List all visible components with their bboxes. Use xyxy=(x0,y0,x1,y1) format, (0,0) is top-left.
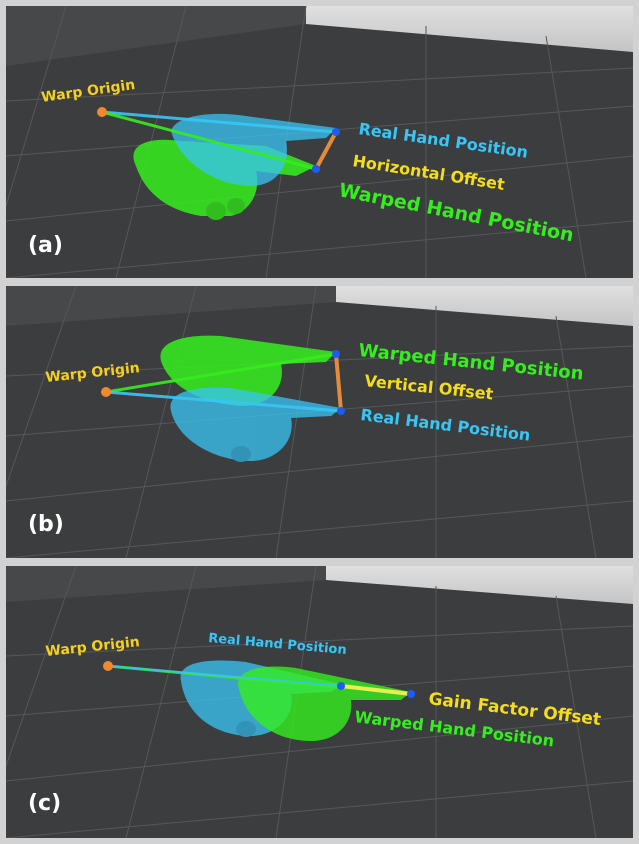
real-hand-marker-icon xyxy=(332,128,340,136)
warp-origin-marker-icon xyxy=(97,107,107,117)
warped-hand-marker-icon xyxy=(332,350,340,358)
panel-c-scene: Warp Origin Real Hand Position Gain Fact… xyxy=(6,566,633,838)
vertical-offset-line xyxy=(334,353,343,412)
panel-a-scene: Warp Origin Real Hand Position Horizonta… xyxy=(6,6,633,278)
panel-a: Warp Origin Real Hand Position Horizonta… xyxy=(6,6,633,278)
real-hand-marker-icon xyxy=(337,682,345,690)
real-hand xyxy=(170,387,341,462)
real-hand-ray xyxy=(101,110,337,134)
warped-hand-marker-icon xyxy=(312,165,320,173)
warp-origin-marker-icon xyxy=(103,661,113,671)
real-hand-ray xyxy=(105,390,342,413)
real-hand xyxy=(171,113,336,186)
real-hand-ray xyxy=(107,665,342,687)
panel-c: Warp Origin Real Hand Position Gain Fact… xyxy=(6,566,633,838)
panel-b: Warp Origin Warped Hand Position Vertica… xyxy=(6,286,633,558)
warped-hand xyxy=(238,666,411,741)
warped-hand-marker-icon xyxy=(407,690,415,698)
warp-origin-marker-icon xyxy=(101,387,111,397)
gain-factor-offset-line xyxy=(340,684,412,696)
panel-tag: (a) xyxy=(28,233,63,258)
real-hand-marker-icon xyxy=(337,407,345,415)
warped-hand-ray xyxy=(105,352,337,394)
panel-tag: (c) xyxy=(28,791,61,816)
horizontal-offset-line xyxy=(314,131,338,170)
panel-tag: (b) xyxy=(28,512,64,537)
panel-b-scene: Warp Origin Warped Hand Position Vertica… xyxy=(6,286,633,558)
warped-hand-ray xyxy=(101,110,317,171)
